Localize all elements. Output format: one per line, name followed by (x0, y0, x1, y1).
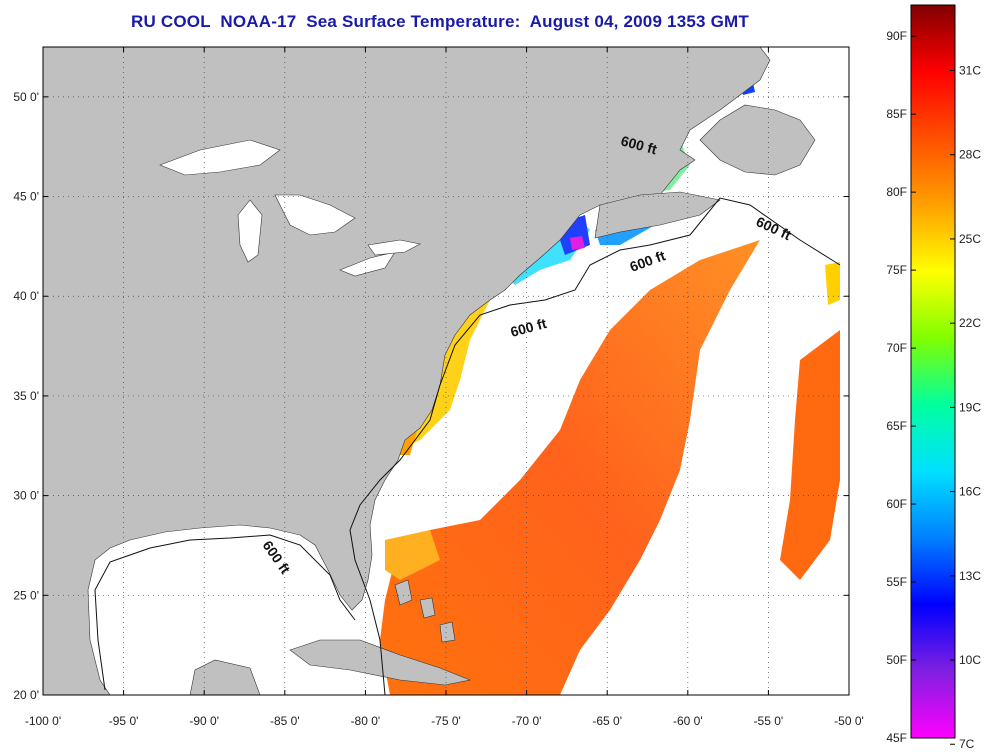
lon-tick-label: -65 0' (592, 714, 622, 728)
colorbar-ramp (910, 4, 956, 739)
colorbar-f-label: 90F (886, 29, 907, 43)
lon-tick-label: -60 0' (673, 714, 703, 728)
colorbar-f-label: 50F (886, 653, 907, 667)
lon-tick-label: -100 0' (25, 714, 61, 728)
lon-tick-label: -75 0' (431, 714, 461, 728)
lat-tick-label: 50 0' (13, 90, 39, 104)
colorbar-f-label: 80F (886, 185, 907, 199)
colorbar-c-label: 25C (959, 232, 981, 246)
lon-tick-label: -70 0' (512, 714, 542, 728)
colorbar-c-label: 31C (959, 64, 981, 78)
lon-tick-label: -50 0' (834, 714, 864, 728)
colorbar-f-label: 65F (886, 419, 907, 433)
colorbar-c-label: 16C (959, 485, 981, 499)
lon-axis: -100 0' -95 0' -90 0' -85 0' -80 0' -75 0' -70… (25, 47, 864, 728)
lon-tick-label: -95 0' (109, 714, 139, 728)
lat-tick-label: 35 0' (13, 389, 39, 403)
colorbar-f-label: 85F (886, 107, 907, 121)
colorbar-ticks: 90F 85F 80F 75F 70F 65F 60F 55F 50F 45F 31C 28C 25C 2… (886, 29, 981, 751)
colorbar-c-label: 28C (959, 148, 981, 162)
colorbar-f-label: 45F (886, 731, 907, 745)
colorbar-c-label: 13C (959, 569, 981, 583)
lat-tick-label: 20 0' (13, 688, 39, 702)
colorbar-f-label: 75F (886, 263, 907, 277)
lat-tick-label: 30 0' (13, 489, 39, 503)
lat-axis: 50 0' 45 0' 40 0' 35 0' 30 0' 25 0' 20 0' (13, 90, 849, 702)
colorbar-c-label: 7C (959, 737, 975, 751)
colorbar-c-label: 22C (959, 316, 981, 330)
lat-tick-label: 25 0' (13, 588, 39, 602)
chart-title: RU COOL NOAA-17 Sea Surface Temperature:… (131, 12, 749, 31)
contour-600ft-east (349, 197, 841, 695)
colorbar-c-label: 19C (959, 400, 981, 414)
great-lakes (159, 139, 421, 277)
lon-tick-label: -55 0' (754, 714, 784, 728)
land (43, 47, 816, 695)
contour-600ft-gulf (94, 534, 356, 691)
lat-tick-label: 40 0' (13, 289, 39, 303)
lon-tick-label: -90 0' (189, 714, 219, 728)
colorbar-f-label: 60F (886, 497, 907, 511)
colorbar-c-label: 10C (959, 653, 981, 667)
colorbar-f-label: 70F (886, 341, 907, 355)
lon-tick-label: -80 0' (351, 714, 381, 728)
colorbar-f-label: 55F (886, 575, 907, 589)
lon-tick-label: -85 0' (270, 714, 300, 728)
lat-tick-label: 45 0' (13, 190, 39, 204)
